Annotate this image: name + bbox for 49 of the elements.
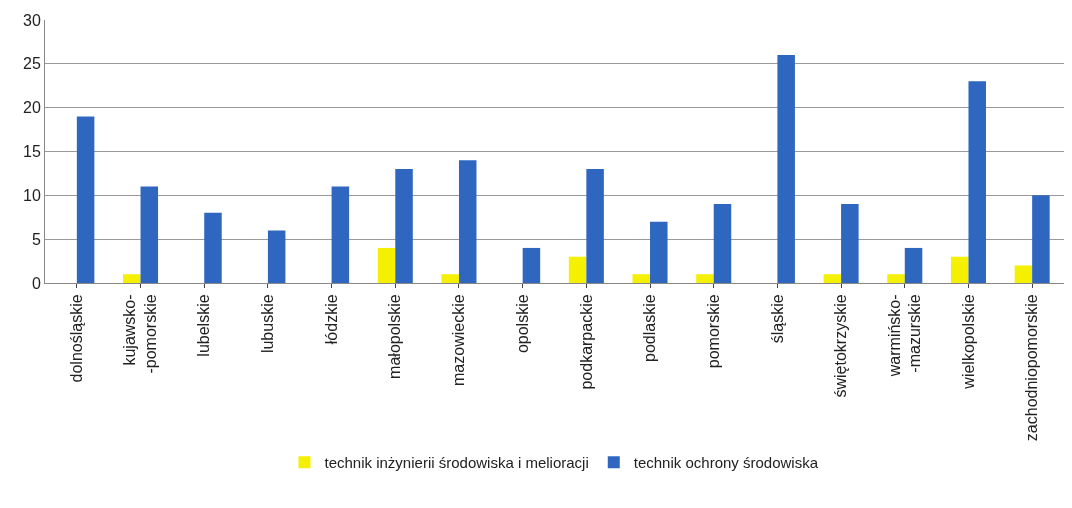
bar xyxy=(696,274,714,283)
x-tick-label: wielkopolskie xyxy=(959,294,977,390)
y-tick-label: 15 xyxy=(23,143,41,161)
x-tick-label: śląskie xyxy=(768,294,786,344)
bar xyxy=(586,169,604,283)
bar xyxy=(950,256,969,283)
bar xyxy=(123,274,141,283)
y-tick-label: 20 xyxy=(23,99,41,117)
bar xyxy=(458,160,477,283)
x-tick-label: pomorskie xyxy=(704,294,722,369)
bar xyxy=(267,230,286,283)
bar xyxy=(568,256,587,283)
bar xyxy=(777,55,795,283)
x-tick-label: mazowieckie xyxy=(450,294,468,386)
x-tick-label: podlaskie xyxy=(641,294,659,363)
legend-label: technik ochrony środowiska xyxy=(633,454,819,472)
bar xyxy=(76,116,95,283)
bar xyxy=(823,274,842,283)
bar xyxy=(887,274,905,283)
y-tick-label: 5 xyxy=(31,230,41,248)
x-tick-label: dolnośląskie xyxy=(68,294,86,383)
x-tick-label: małopolskie xyxy=(386,294,404,379)
bar xyxy=(331,186,350,283)
y-tick-label: 30 xyxy=(23,11,41,29)
x-tick-label: łódzkie xyxy=(322,294,340,345)
x-tick-label: świętokrzyskie xyxy=(832,294,850,398)
bar xyxy=(204,212,222,283)
bar xyxy=(377,247,396,283)
bar xyxy=(395,169,413,283)
y-tick-label: 25 xyxy=(23,55,41,73)
legend-label: technik inżynierii środowiska i melioracji xyxy=(324,454,589,472)
bar xyxy=(841,204,859,283)
x-tick-label: lubuskie xyxy=(259,294,277,354)
x-tick-label: podkarpackie xyxy=(577,294,595,390)
bar xyxy=(650,221,668,283)
x-tick-label: lubelskie xyxy=(195,294,213,357)
bar xyxy=(522,247,541,283)
bar xyxy=(713,204,732,283)
bar xyxy=(968,81,986,283)
x-tick-label: opolskie xyxy=(513,294,531,354)
bar xyxy=(1032,195,1050,283)
bar xyxy=(441,274,459,283)
x-tick-label: zachodniopomorskie xyxy=(1023,294,1041,442)
bar xyxy=(904,247,923,283)
bar xyxy=(632,274,651,283)
y-tick-label: 0 xyxy=(31,274,41,292)
bar xyxy=(1014,265,1033,283)
y-tick-label: 10 xyxy=(23,186,41,204)
bar xyxy=(140,186,159,283)
